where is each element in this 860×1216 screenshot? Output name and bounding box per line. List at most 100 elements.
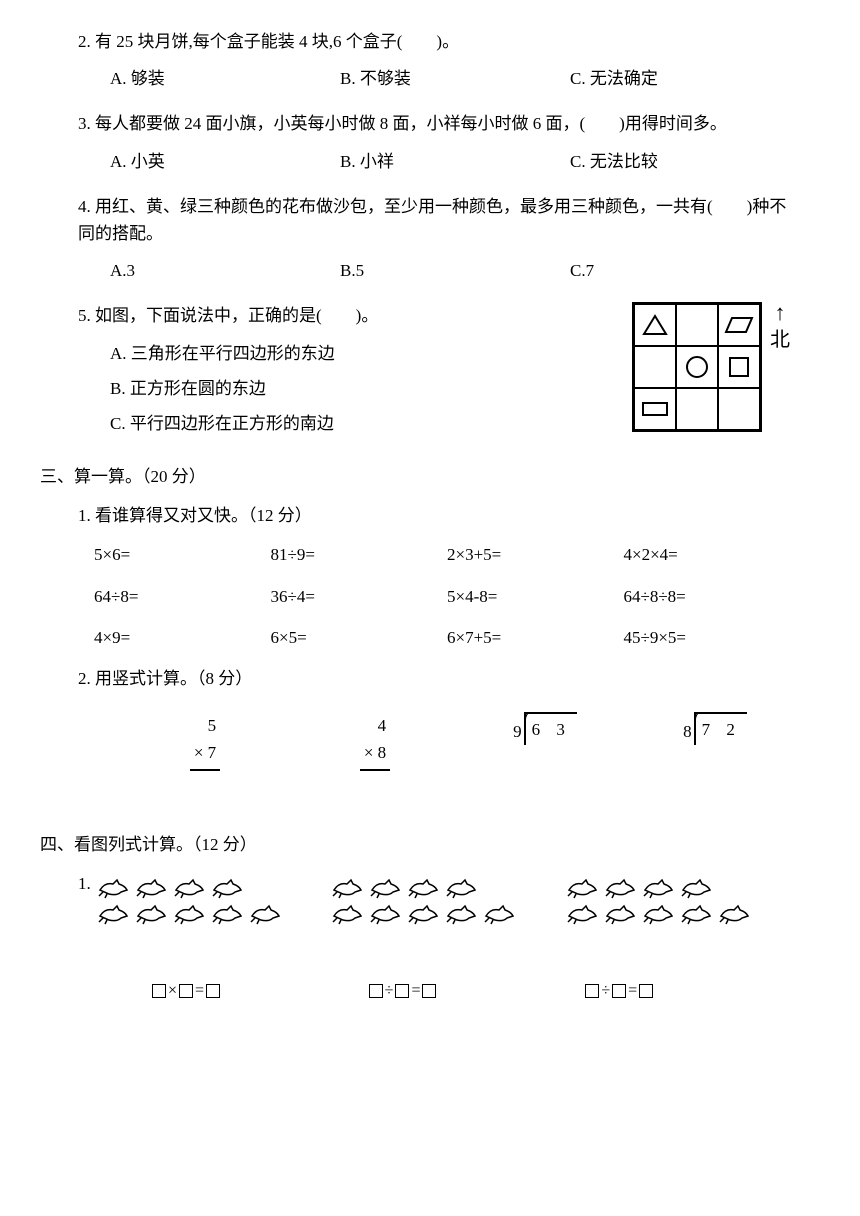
q4-choice-a: A.3: [110, 257, 340, 284]
q2-choice-a: A. 够装: [110, 65, 340, 92]
calc-3a: 4×9=: [94, 624, 271, 651]
question-4: 4. 用红、黄、绿三种颜色的花布做沙包，至少用一种颜色，最多用三种颜色，一共有(…: [40, 193, 800, 285]
cell-triangle: [634, 304, 676, 346]
bird-icon: [173, 876, 207, 902]
op-3: ÷: [601, 982, 610, 999]
cell-parallelogram: [718, 304, 760, 346]
bird-icon: [135, 902, 169, 928]
calc-3d: 45÷9×5=: [624, 624, 801, 651]
parallelogram-icon: [724, 315, 754, 335]
calc-row-3: 4×9= 6×5= 6×7+5= 45÷9×5=: [94, 624, 800, 651]
equation-3: ÷=: [583, 978, 800, 1004]
section-3-sub1: 1. 看谁算得又对又快。（12 分）: [78, 502, 800, 529]
section-3-title: 三、算一算。（20 分）: [40, 463, 800, 490]
bird-line: [566, 902, 770, 928]
bird-icon: [173, 902, 207, 928]
calc-row-1: 5×6= 81÷9= 2×3+5= 4×2×4=: [94, 541, 800, 568]
bird-icon: [369, 902, 403, 928]
blank-box: [585, 984, 599, 998]
q3-choice-b: B. 小祥: [340, 148, 570, 175]
north-text: 北: [770, 324, 790, 356]
equations-row: ×= ÷= ÷=: [150, 978, 800, 1004]
q3-text: 3. 每人都要做 24 面小旗，小英每小时做 8 面，小祥每小时做 6 面，( …: [78, 110, 800, 137]
op-1: ×: [168, 982, 177, 999]
square-icon: [727, 355, 751, 379]
bird-group-1: [97, 876, 331, 928]
section-3-sub2: 2. 用竖式计算。（8 分）: [78, 665, 800, 692]
cell-empty-4: [718, 388, 760, 430]
vcalc-2-top: 4: [360, 712, 390, 739]
blank-box: [206, 984, 220, 998]
cell-empty-2: [634, 346, 676, 388]
calc-1b: 81÷9=: [271, 541, 448, 568]
bird-icon: [249, 902, 283, 928]
vcalc-3-dividend: 6 3: [524, 712, 577, 745]
vertical-calc-row: 5 × 7 4 × 8 9 6 3 8 7 2: [120, 712, 800, 770]
bird-icon: [604, 902, 638, 928]
circle-icon: [684, 354, 710, 380]
q5-b: B. 正方形在圆的东边: [110, 375, 632, 402]
bird-icon: [369, 876, 403, 902]
bird-icon: [97, 902, 131, 928]
calc-row-2: 64÷8= 36÷4= 5×4-8= 64÷8÷8=: [94, 583, 800, 610]
bird-icon: [680, 876, 714, 902]
vcalc-2-bot: × 8: [360, 739, 390, 770]
q2-choices: A. 够装 B. 不够装 C. 无法确定: [110, 65, 800, 92]
question-2: 2. 有 25 块月饼,每个盒子能装 4 块,6 个盒子( )。 A. 够装 B…: [40, 28, 800, 92]
q3-choices: A. 小英 B. 小祥 C. 无法比较: [110, 148, 800, 175]
blank-box: [179, 984, 193, 998]
shapes-grid: [632, 302, 762, 432]
blank-box: [639, 984, 653, 998]
blank-box: [612, 984, 626, 998]
calc-3c: 6×7+5=: [447, 624, 624, 651]
q5-left: 5. 如图，下面说法中，正确的是( )。 A. 三角形在平行四边形的东边 B. …: [40, 302, 632, 445]
calc-1d: 4×2×4=: [624, 541, 801, 568]
q3-choice-a: A. 小英: [110, 148, 340, 175]
bird-icon: [331, 902, 365, 928]
calc-2d: 64÷8÷8=: [624, 583, 801, 610]
bird-icon: [483, 902, 517, 928]
bird-icon: [642, 902, 676, 928]
triangle-icon: [642, 313, 668, 337]
bird-icon: [680, 902, 714, 928]
q4-choice-b: B.5: [340, 257, 570, 284]
bird-icon: [211, 902, 245, 928]
calc-3b: 6×5=: [271, 624, 448, 651]
rectangle-icon: [640, 399, 670, 419]
birds-row: [97, 876, 800, 928]
cell-square: [718, 346, 760, 388]
cell-rectangle: [634, 388, 676, 430]
calc-1c: 2×3+5=: [447, 541, 624, 568]
bird-line: [566, 876, 770, 902]
bird-line: [331, 876, 535, 902]
calc-2c: 5×4-8=: [447, 583, 624, 610]
bird-icon: [135, 876, 169, 902]
bird-icon: [604, 876, 638, 902]
q5-figure: ↑ 北: [632, 302, 790, 432]
vcalc-3: 9 6 3: [460, 712, 630, 770]
op-2: ÷: [385, 982, 394, 999]
bird-icon: [407, 902, 441, 928]
bird-icon: [642, 876, 676, 902]
q4-choices: A.3 B.5 C.7: [110, 257, 800, 284]
bird-line: [97, 876, 301, 902]
bird-icon: [97, 876, 131, 902]
bird-icon: [445, 876, 479, 902]
blank-box: [369, 984, 383, 998]
cell-circle: [676, 346, 718, 388]
bird-icon: [407, 876, 441, 902]
equation-2: ÷=: [367, 978, 584, 1004]
q2-text: 2. 有 25 块月饼,每个盒子能装 4 块,6 个盒子( )。: [78, 28, 800, 55]
vcalc-2: 4 × 8: [290, 712, 460, 770]
vcalc-1-top: 5: [190, 712, 220, 739]
bird-line: [97, 902, 301, 928]
q2-choice-c: C. 无法确定: [570, 65, 800, 92]
bird-group-2: [331, 876, 565, 928]
blank-box: [395, 984, 409, 998]
calc-2a: 64÷8=: [94, 583, 271, 610]
blank-box: [422, 984, 436, 998]
equation-1: ×=: [150, 978, 367, 1004]
section-4-q1: 1.: [78, 870, 800, 968]
q2-choice-b: B. 不够装: [340, 65, 570, 92]
bird-icon: [211, 876, 245, 902]
